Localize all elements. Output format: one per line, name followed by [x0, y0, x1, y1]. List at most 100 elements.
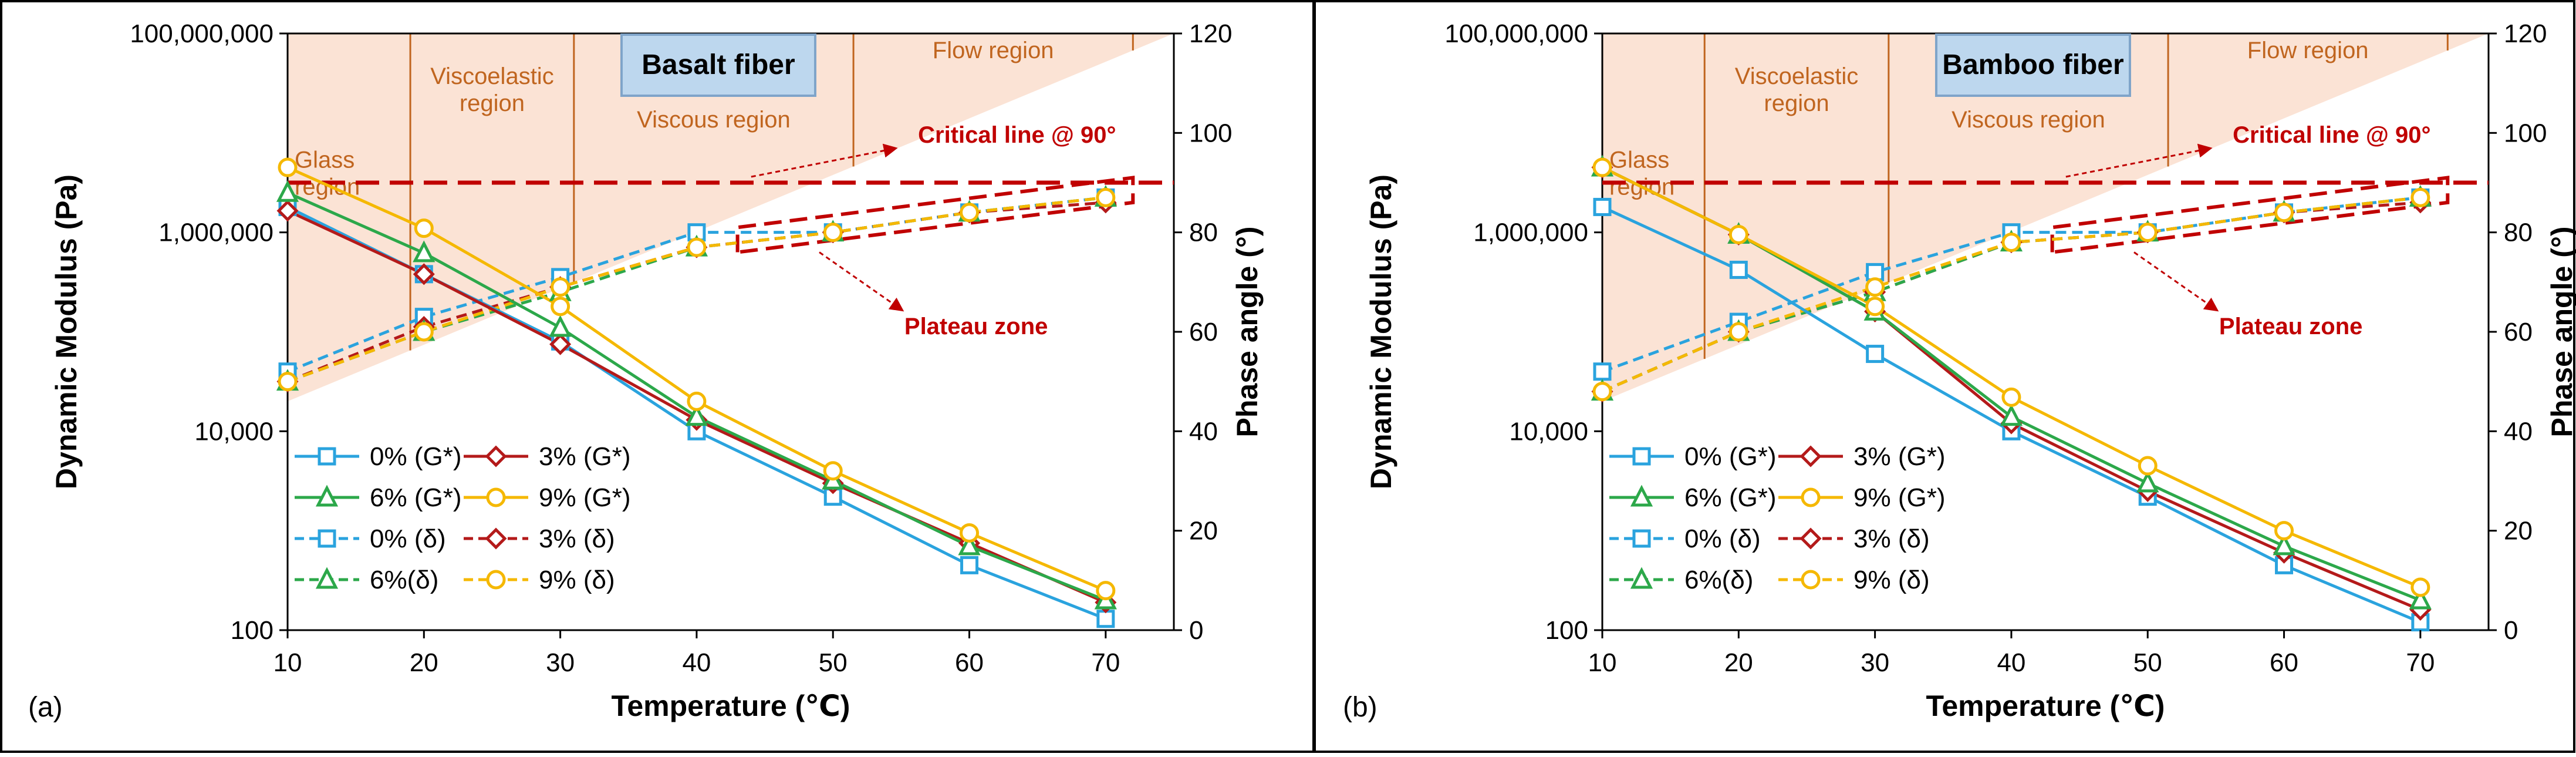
y-right-tick-label: 0 — [2504, 616, 2518, 645]
legend-item: 0% (δ) — [1609, 524, 1761, 553]
modulus-point-g9 — [2001, 387, 2021, 407]
region-label-viscous: Viscous region — [637, 107, 791, 133]
legend-marker — [318, 529, 336, 548]
legend-item: 9% (δ) — [1778, 566, 1930, 594]
phase-point-g9 — [823, 223, 843, 243]
legend-label: 9% (δ) — [1853, 566, 1930, 594]
legend-marker — [1632, 529, 1651, 548]
modulus-point-g9 — [823, 461, 843, 481]
legend-item: 9% (δ) — [464, 566, 615, 594]
x-tick-label: 60 — [2270, 648, 2298, 677]
legend-item: 6% (G*) — [295, 483, 461, 512]
chart-title-box — [620, 33, 816, 97]
modulus-point-g0 — [1866, 345, 1885, 364]
shaded-region — [288, 33, 1174, 402]
legend-label: 9% (G*) — [539, 483, 630, 512]
phase-point-g9 — [2138, 223, 2158, 243]
plateau-zone-label: Plateau zone — [2219, 314, 2363, 339]
y-left-axis-label: Dynamic Modulus (Pa) — [1365, 174, 1397, 489]
y-right-tick-label: 120 — [2504, 19, 2547, 48]
x-tick-label: 20 — [410, 648, 438, 677]
y-left-tick-label: 100 — [231, 616, 274, 645]
legend-marker — [318, 447, 336, 466]
y-right-tick-label: 40 — [1189, 417, 1218, 446]
modulus-point-g3 — [276, 200, 299, 222]
modulus-point-g9 — [1865, 297, 1885, 317]
x-tick-label: 30 — [1861, 648, 1889, 677]
x-tick-label: 70 — [2406, 648, 2435, 677]
critical-line-label: Critical line @ 90° — [918, 122, 1116, 148]
phase-point-g9 — [1728, 322, 1748, 342]
modulus-point-g3 — [549, 333, 572, 355]
modulus-point-g6 — [413, 240, 435, 263]
legend-item: 3% (G*) — [464, 442, 630, 471]
modulus-point-g9 — [1728, 224, 1748, 244]
legend-label: 6% (G*) — [370, 483, 461, 512]
legend-item: 3% (δ) — [464, 524, 615, 553]
legend-item: 3% (G*) — [1778, 442, 1945, 471]
legend-marker — [1801, 487, 1821, 507]
modulus-point-g6 — [276, 180, 299, 202]
y-left-tick-label: 1,000,000 — [1473, 218, 1588, 247]
phase-point-g9 — [414, 322, 434, 342]
critical-line-label: Critical line @ 90° — [2233, 122, 2430, 148]
region-label-flow: Flow region — [2247, 38, 2369, 63]
y-right-axis-label: Phase angle (°) — [2545, 227, 2576, 438]
modulus-point-g0 — [1729, 260, 1748, 279]
modulus-point-g9 — [551, 297, 570, 317]
modulus-point-g9 — [960, 523, 980, 543]
x-tick-label: 50 — [819, 648, 848, 677]
x-tick-label: 60 — [955, 648, 984, 677]
y-right-tick-label: 100 — [2504, 119, 2547, 147]
legend-marker — [1801, 570, 1821, 590]
y-right-tick-label: 40 — [2504, 417, 2533, 446]
legend-label: 6%(δ) — [370, 566, 438, 594]
phase-point-g9 — [687, 237, 707, 257]
legend-item: 9% (G*) — [464, 483, 630, 512]
phase-point-g9 — [278, 372, 298, 392]
y-left-tick-label: 100,000,000 — [130, 19, 274, 48]
modulus-point-g6 — [685, 404, 708, 426]
modulus-point-g9 — [1096, 581, 1116, 601]
region-label-viscoelastic: Viscoelastic region — [1735, 63, 1858, 116]
plateau-zone-arrow — [2133, 251, 2219, 312]
y-left-tick-label: 10,000 — [1509, 417, 1588, 446]
legend-label: 3% (G*) — [1853, 442, 1945, 471]
y-left-axis-label: Dynamic Modulus (Pa) — [50, 174, 83, 489]
modulus-point-g0 — [1593, 197, 1612, 216]
phase-point-g9 — [1592, 382, 1612, 402]
legend-item: 0% (G*) — [295, 442, 461, 471]
y-right-tick-label: 20 — [1189, 517, 1218, 546]
y-left-tick-label: 10,000 — [194, 417, 274, 446]
y-right-tick-label: 120 — [1189, 19, 1232, 48]
legend-marker — [1630, 485, 1653, 507]
legend-marker — [1800, 445, 1822, 467]
legend-label: 0% (δ) — [370, 524, 446, 553]
y-right-tick-label: 60 — [1189, 318, 1218, 346]
modulus-point-g6 — [958, 533, 981, 556]
phase-point-g0 — [1593, 362, 1612, 381]
legend-label: 0% (G*) — [1684, 442, 1776, 471]
phase-point-g9 — [551, 277, 570, 297]
chart-title: Basalt fiber — [642, 49, 795, 80]
legend-label: 0% (δ) — [1684, 524, 1761, 553]
plateau-zone-label: Plateau zone — [904, 314, 1048, 339]
modulus-point-g0 — [1096, 610, 1115, 628]
x-tick-label: 40 — [1997, 648, 2025, 677]
modulus-point-g0 — [960, 556, 979, 574]
modulus-point-g9 — [2410, 577, 2430, 597]
y-right-axis-label: Phase angle (°) — [1231, 227, 1264, 438]
legend-item: 6%(δ) — [1609, 566, 1753, 594]
legend-item: 0% (G*) — [1609, 442, 1776, 471]
region-label-viscous: Viscous region — [1952, 107, 2105, 133]
modulus-point-g9 — [687, 391, 707, 411]
panel-frame — [1314, 0, 2575, 753]
legend-marker — [1630, 567, 1653, 589]
legend-marker — [486, 487, 506, 507]
x-axis-label: Temperature (℃) — [612, 689, 850, 722]
y-left-tick-label: 100,000,000 — [1444, 19, 1588, 48]
chart-title: Bamboo fiber — [1942, 49, 2123, 80]
modulus-point-g9 — [414, 218, 434, 238]
